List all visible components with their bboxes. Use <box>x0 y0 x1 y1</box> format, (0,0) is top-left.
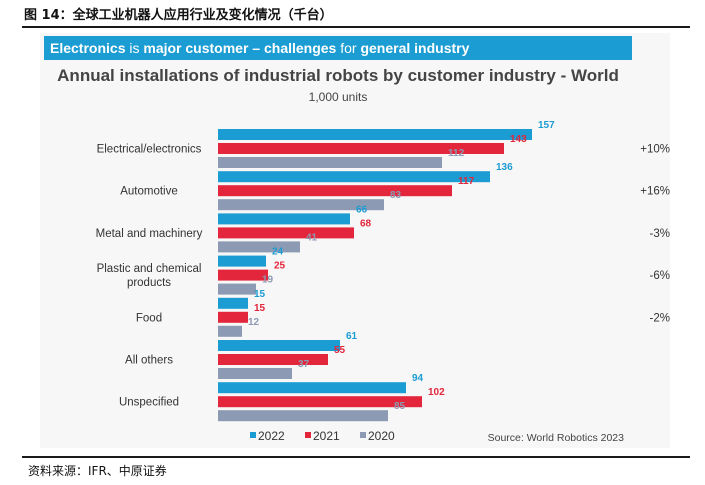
category-label: Food <box>136 312 162 324</box>
value-label-2020: 19 <box>262 275 274 286</box>
value-label-2020: 112 <box>448 148 465 159</box>
bar-2022 <box>218 213 350 225</box>
banner-part-1: Electronics <box>50 40 126 56</box>
bar-2020 <box>218 410 388 422</box>
bar-2020 <box>218 199 384 211</box>
chart-panel <box>40 33 670 448</box>
category-label: Metal and machinery <box>96 228 203 240</box>
value-label-2022: 157 <box>538 120 555 131</box>
legend-swatch-2021 <box>305 432 311 438</box>
legend-swatch-2020 <box>360 432 366 438</box>
figure-title: 图 14：全球工业机器人应用行业及变化情况（千台） <box>24 8 333 23</box>
bar-2020 <box>218 368 292 379</box>
bar-2020 <box>218 283 256 295</box>
category-label: All others <box>125 355 173 367</box>
bar-2021 <box>218 269 268 281</box>
value-label-2022: 15 <box>254 289 266 300</box>
growth-label: -3% <box>650 228 670 240</box>
banner-part-4: for <box>336 40 361 56</box>
bar-2020 <box>218 241 300 253</box>
chart-subtitle: 1,000 units <box>308 90 368 104</box>
value-label-2022: 94 <box>412 373 424 384</box>
category-label: Unspecified <box>119 397 179 409</box>
growth-label: -2% <box>650 312 670 324</box>
bar-2021 <box>218 185 452 197</box>
bar-2021 <box>218 143 504 154</box>
growth-label: +16% <box>640 186 670 198</box>
value-label-2021: 143 <box>510 134 527 145</box>
bar-2022 <box>218 171 490 183</box>
legend-label-2021: 2021 <box>313 429 340 443</box>
bar-2021 <box>218 227 354 239</box>
value-label-2021: 15 <box>254 303 266 314</box>
chart-source: Source: World Robotics 2023 <box>488 432 625 444</box>
bar-2022 <box>218 255 266 267</box>
bar-2022 <box>218 382 406 394</box>
value-label-2022: 66 <box>356 204 368 215</box>
value-label-2021: 25 <box>274 261 286 272</box>
source-note: 资料来源：IFR、中原证券 <box>28 464 167 478</box>
bar-2020 <box>218 325 242 337</box>
growth-label: -6% <box>650 270 670 282</box>
value-label-2021: 102 <box>428 387 445 398</box>
bar-2021 <box>218 311 248 323</box>
bar-2022 <box>218 297 248 309</box>
bar-2022 <box>218 340 340 351</box>
banner-part-3: major customer – challenges <box>143 40 337 56</box>
banner-part-5: general industry <box>360 40 470 56</box>
growth-label: +10% <box>640 144 670 156</box>
value-label-2021: 68 <box>360 218 372 229</box>
banner-part-2: is <box>125 40 144 56</box>
top-rule <box>22 26 690 28</box>
bottom-rule <box>22 456 690 458</box>
category-label: Plastic and chemical products <box>97 263 202 289</box>
value-label-2022: 24 <box>272 247 284 258</box>
category-label: Automotive <box>120 186 178 198</box>
legend-label-2022: 2022 <box>258 429 285 443</box>
value-label-2022: 61 <box>346 331 358 342</box>
bar-2020 <box>218 157 442 168</box>
chart-title: Annual installations of industrial robot… <box>57 66 619 85</box>
bar-2021 <box>218 354 328 365</box>
legend-label-2020: 2020 <box>368 429 395 443</box>
category-label: Electrical/electronics <box>97 144 202 156</box>
value-label-2020: 12 <box>248 317 260 328</box>
value-label-2021: 117 <box>458 176 475 187</box>
value-label-2020: 41 <box>306 232 318 243</box>
value-label-2021: 55 <box>334 345 346 356</box>
legend-swatch-2022 <box>250 432 256 438</box>
bar-2022 <box>218 129 532 140</box>
value-label-2022: 136 <box>496 162 513 173</box>
bar-2021 <box>218 396 422 408</box>
value-label-2020: 37 <box>298 359 310 370</box>
value-label-2020: 83 <box>390 190 402 201</box>
value-label-2020: 85 <box>394 401 406 412</box>
headline-banner: Electronics is major customer – challeng… <box>44 36 632 60</box>
